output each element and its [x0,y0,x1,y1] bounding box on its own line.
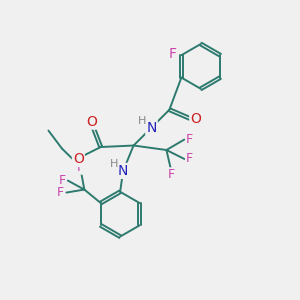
Text: F: F [186,152,193,166]
Text: H: H [138,116,147,126]
Text: F: F [76,161,83,174]
Text: N: N [146,121,157,135]
Text: O: O [86,115,97,129]
Text: F: F [169,47,177,61]
Text: F: F [57,186,64,199]
Text: O: O [73,152,84,166]
Text: F: F [186,133,193,146]
Text: N: N [118,164,128,178]
Text: F: F [58,174,65,187]
Text: H: H [110,159,118,169]
Text: O: O [190,112,201,126]
Text: F: F [167,168,175,181]
